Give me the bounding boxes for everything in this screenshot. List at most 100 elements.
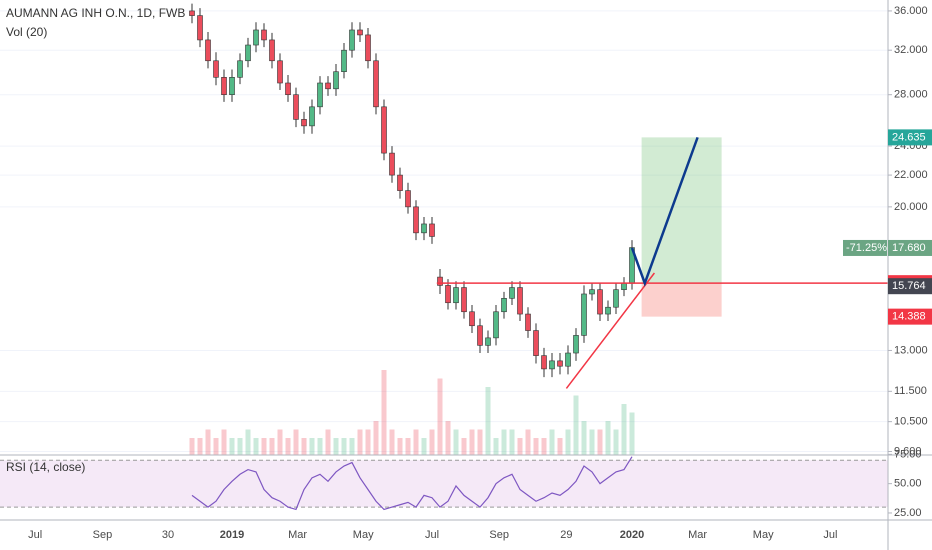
volume-bar <box>389 429 395 455</box>
candle-body <box>189 10 195 16</box>
candle-body <box>333 71 339 90</box>
volume-bar <box>533 438 539 455</box>
volume-bar <box>581 421 587 455</box>
x-tick-label: Sep <box>93 529 113 541</box>
candle-body <box>317 82 323 108</box>
candle-body <box>261 29 267 41</box>
candle-body <box>533 330 539 356</box>
y-tick-label: 28.000 <box>894 89 928 101</box>
rsi-tick-label: 50.00 <box>894 478 922 490</box>
x-tick-label: Jul <box>28 529 42 541</box>
volume-bar <box>589 429 595 455</box>
candle-body <box>557 360 563 367</box>
volume-bar <box>429 429 435 455</box>
volume-bar <box>597 429 603 455</box>
volume-bar <box>613 429 619 455</box>
candle-body <box>461 287 467 313</box>
candle-body <box>613 289 619 308</box>
projection-path <box>630 136 699 287</box>
candle-body <box>621 283 627 290</box>
y-tick-label: 10.500 <box>894 416 928 428</box>
candle-body <box>197 15 203 41</box>
candle-body <box>517 287 523 315</box>
x-tick-label: Mar <box>288 529 307 541</box>
candle-body <box>493 311 499 339</box>
price-label-box <box>888 308 932 325</box>
rsi-tick-label: 25.00 <box>894 507 922 519</box>
volume-bar <box>501 429 507 455</box>
volume-bar <box>341 438 347 455</box>
volume-title: Vol (20) <box>6 25 47 39</box>
candle-body <box>221 77 227 96</box>
volume-bar <box>237 438 243 455</box>
volume-bar <box>229 438 235 455</box>
candle-body <box>589 289 595 295</box>
volume-bar <box>621 404 627 455</box>
volume-bar <box>221 429 227 455</box>
candle-body <box>597 289 603 315</box>
y-tick-label: 36.000 <box>894 5 928 17</box>
price-label: 17.680 <box>892 242 926 254</box>
volume-bar <box>605 421 611 455</box>
chart-title: AUMANN AG INH O.N., 1D, FWB <box>6 6 185 20</box>
rsi-tick-label: 75.00 <box>894 448 922 460</box>
x-tick-label: 2019 <box>220 529 244 541</box>
volume-bar <box>261 438 267 455</box>
volume-bar <box>317 438 323 455</box>
candle-body <box>573 335 579 354</box>
volume-bar <box>557 438 563 455</box>
volume-bar <box>413 429 419 455</box>
candle-body <box>237 60 243 78</box>
candle-body <box>253 29 259 46</box>
candle-body <box>405 190 411 208</box>
candle-body <box>469 311 475 327</box>
candle-body <box>437 276 443 286</box>
candle-body <box>269 39 275 62</box>
candle-body <box>325 82 331 90</box>
x-tick-label: May <box>753 529 774 541</box>
price-label-box <box>888 239 932 256</box>
candle-body <box>205 39 211 62</box>
candle-body <box>309 106 315 127</box>
candle-body <box>429 223 435 237</box>
candle-body <box>213 60 219 78</box>
price-label: 14.388 <box>892 311 926 323</box>
x-tick-label: 2020 <box>620 529 644 541</box>
price-label-box <box>888 278 932 295</box>
volume-bar <box>253 438 259 455</box>
volume-bar <box>573 395 579 455</box>
candle-body <box>477 325 483 346</box>
volume-bar <box>541 438 547 455</box>
candle-body <box>501 298 507 313</box>
volume-bar <box>285 438 291 455</box>
y-tick-label: 20.000 <box>894 201 928 213</box>
candle-body <box>349 29 355 51</box>
volume-bar <box>509 429 515 455</box>
volume-bar <box>365 429 371 455</box>
axes: Jul Sep 30 2019 Mar May Jul Sep 29 2020 Mar May Jul 3… <box>28 5 932 541</box>
candle-body <box>373 60 379 108</box>
candle-body <box>453 287 459 304</box>
rsi-band <box>0 460 888 508</box>
candle-body <box>541 355 547 370</box>
volume-bar <box>301 438 307 455</box>
volume-bar <box>437 378 443 455</box>
candle-body <box>301 119 307 127</box>
candle-body <box>293 94 299 120</box>
volume-bar <box>213 438 219 455</box>
volume-bar <box>445 421 451 455</box>
price-label: 15.764 <box>892 280 926 292</box>
volume-bar <box>525 429 531 455</box>
candle-body <box>565 352 571 367</box>
target-zone <box>641 137 722 284</box>
trend-line <box>565 272 655 389</box>
price-label: 24.635 <box>892 131 926 143</box>
y-tick-label: 13.000 <box>894 344 928 356</box>
volume-bar <box>309 438 315 455</box>
volume-bar <box>517 438 523 455</box>
volume-bar <box>349 438 355 455</box>
candle-body <box>525 313 531 331</box>
candle-body <box>509 287 515 299</box>
